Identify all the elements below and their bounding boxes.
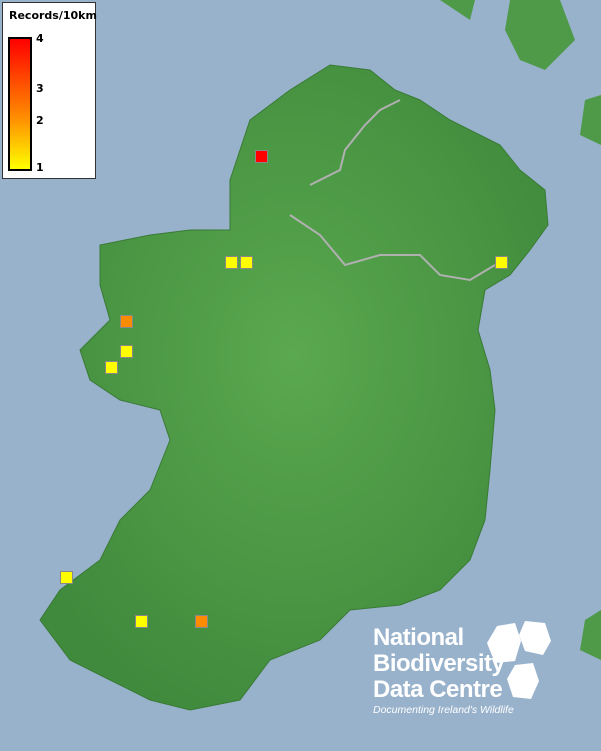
- legend-tick-1: 1: [36, 161, 44, 174]
- scotland-landmass: [440, 0, 575, 70]
- record-square[interactable]: [240, 256, 253, 269]
- wales-landmass: [580, 95, 601, 660]
- legend-tick-2: 2: [36, 114, 44, 127]
- record-square[interactable]: [495, 256, 508, 269]
- legend-title: Records/10km: [9, 9, 97, 22]
- record-square[interactable]: [195, 615, 208, 628]
- northern-island-border: [289, 99, 496, 282]
- record-square[interactable]: [60, 571, 73, 584]
- record-square[interactable]: [255, 150, 268, 163]
- record-square[interactable]: [105, 361, 118, 374]
- legend-tick-3: 3: [36, 82, 44, 95]
- record-square[interactable]: [120, 315, 133, 328]
- legend-color-ramp: [8, 37, 32, 171]
- logo-hexagon-icons: [487, 621, 551, 699]
- ireland-landmass: [39, 64, 549, 711]
- nbdc-logo: National Biodiversity Data Centre Docume…: [373, 621, 551, 716]
- record-square[interactable]: [225, 256, 238, 269]
- legend: Records/10km 4 3 2 1: [2, 2, 97, 179]
- record-square[interactable]: [135, 615, 148, 628]
- legend-tick-4: 4: [36, 32, 44, 45]
- record-square[interactable]: [120, 345, 133, 358]
